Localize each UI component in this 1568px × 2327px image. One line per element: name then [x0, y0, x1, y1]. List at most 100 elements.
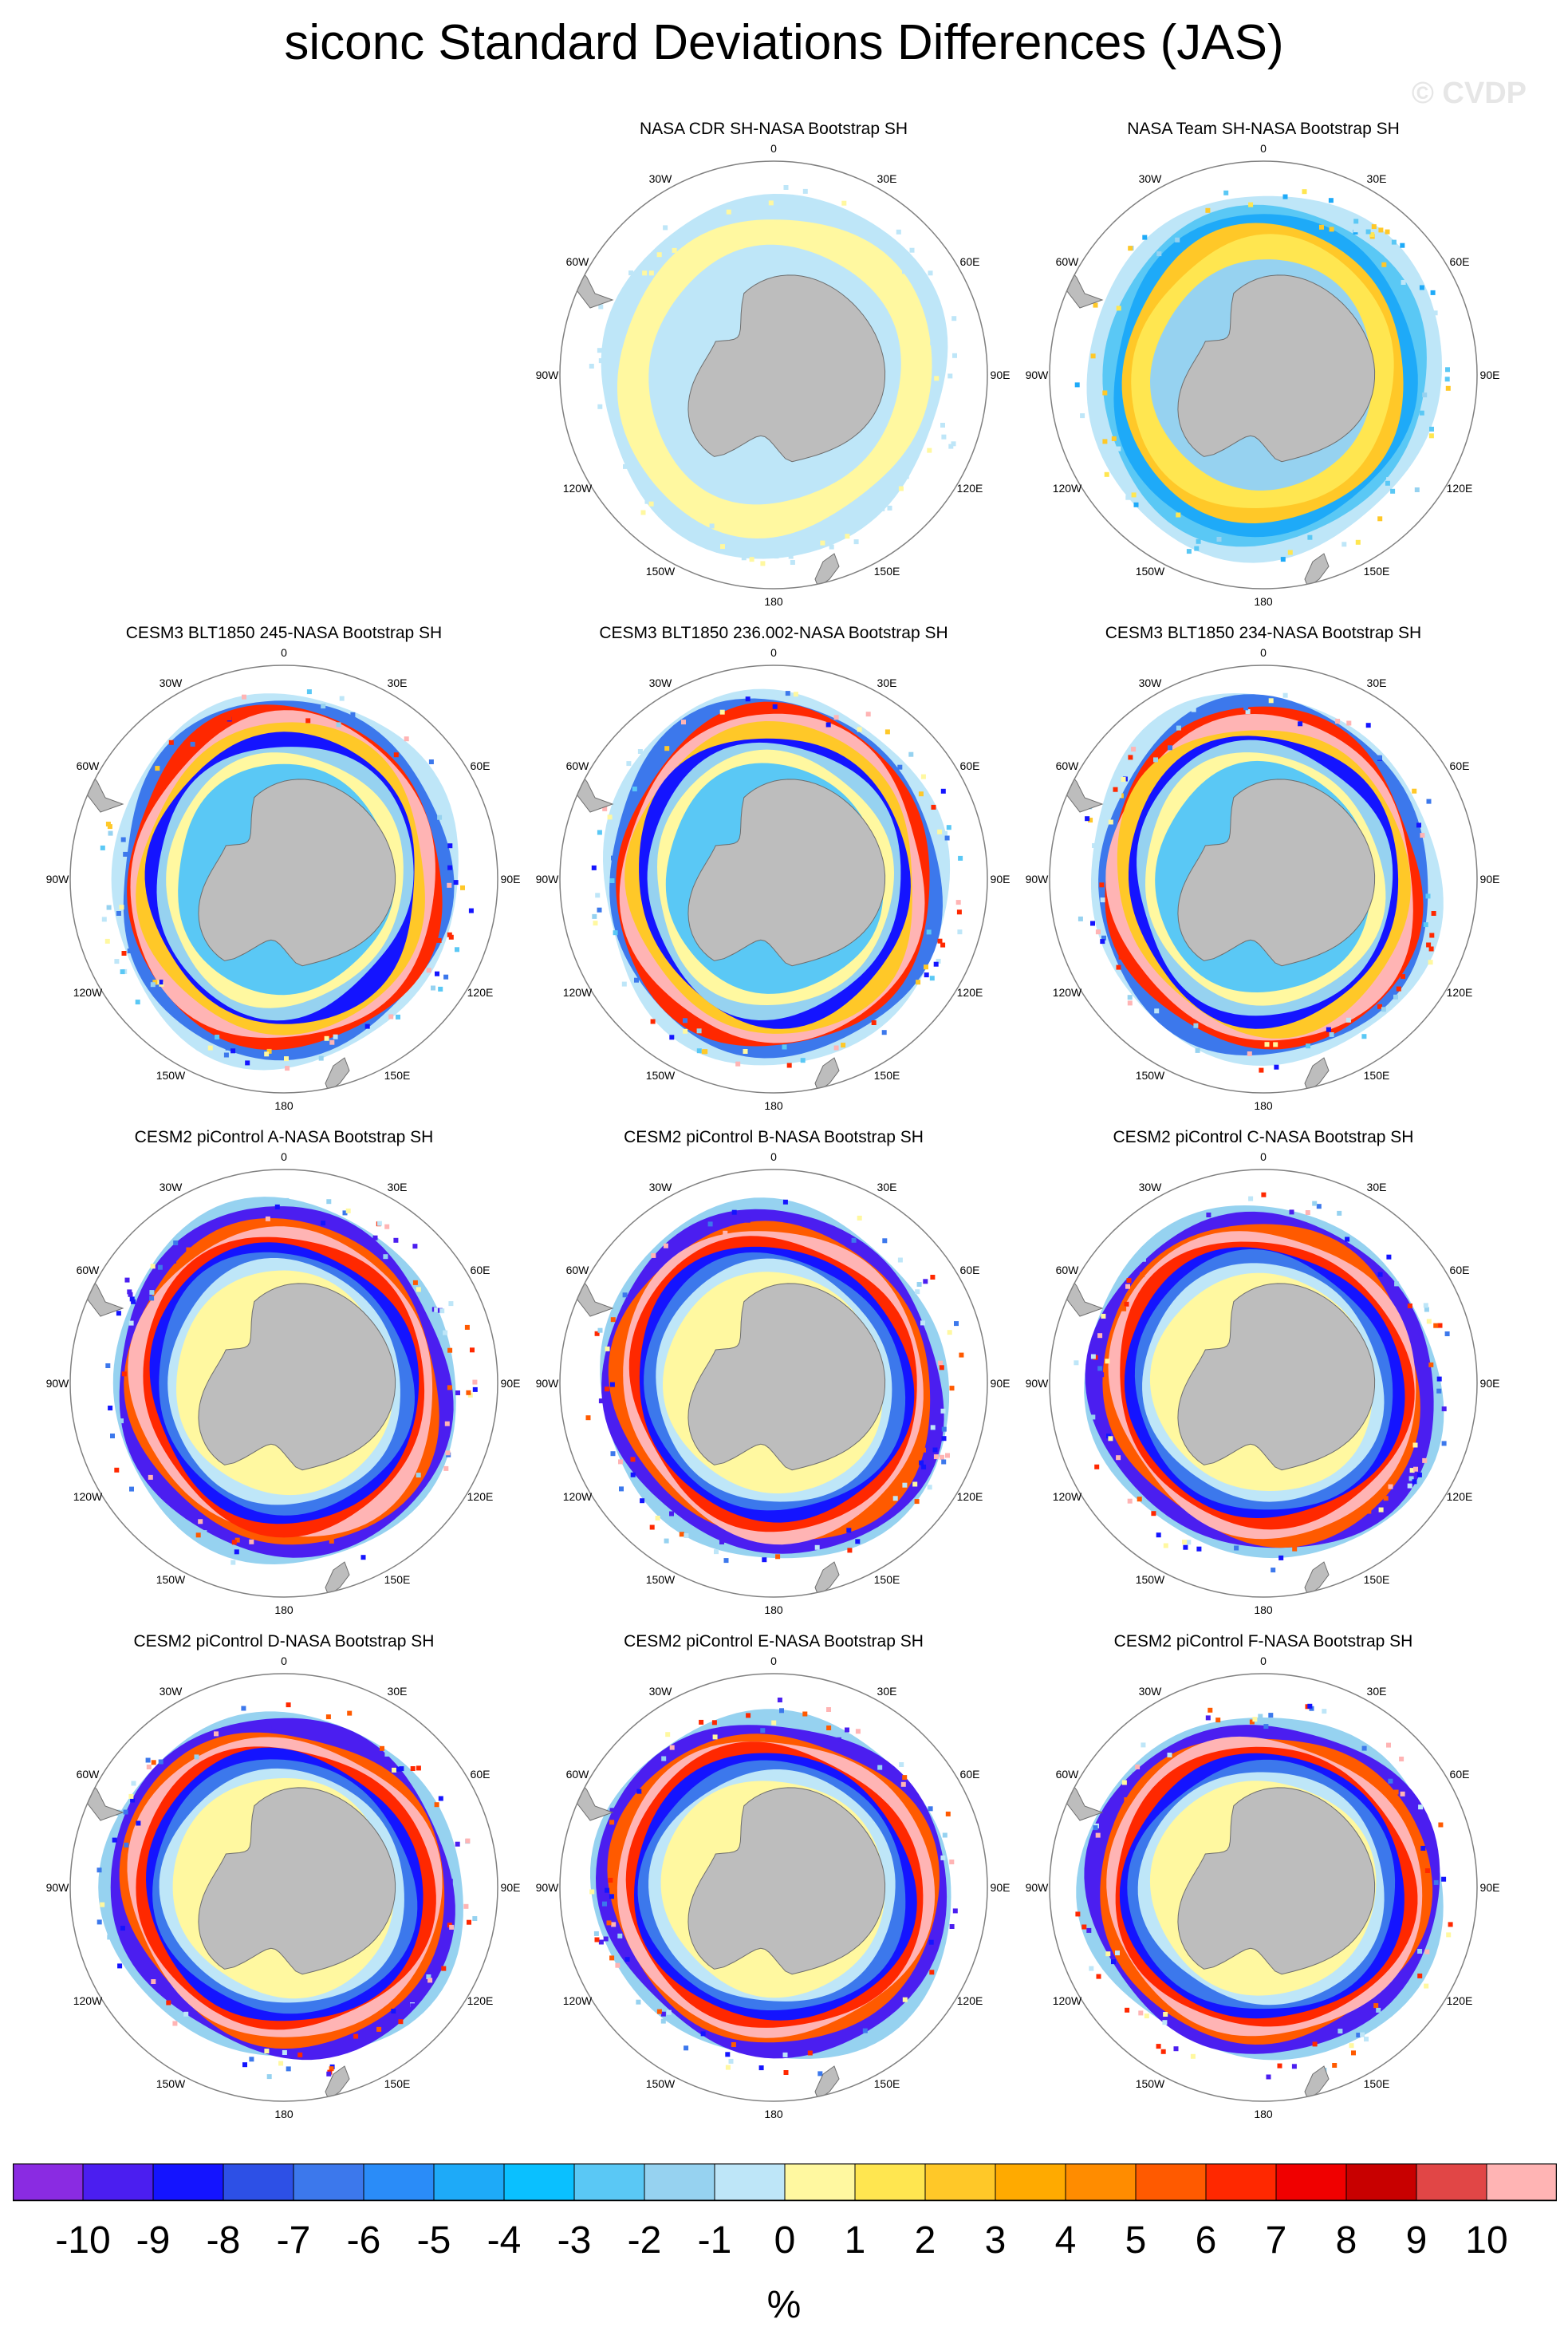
grid-cell	[603, 1936, 609, 1942]
panel-title: CESM2 piControl B-NASA Bootstrap SH	[624, 1128, 924, 1146]
grid-cell	[336, 722, 341, 728]
grid-cell	[902, 1997, 908, 2002]
colorbar-tick-label: -2	[628, 2219, 662, 2262]
grid-cell	[597, 1327, 603, 1333]
new-zealand-landmass	[1304, 553, 1330, 588]
polar-map: 0 30E 60E 90E 120E 150E 180 150W 120W 90W 60W 30W	[46, 1656, 521, 2120]
longitude-label: 90E	[501, 1881, 521, 1894]
grid-cell	[877, 1765, 883, 1770]
tasmania-landmass	[1438, 1051, 1452, 1070]
grid-cell	[1417, 1973, 1423, 1978]
grid-cell	[274, 1204, 280, 1209]
grid-cell	[942, 1832, 947, 1838]
grid-cell	[932, 325, 937, 330]
grid-cell	[230, 1048, 236, 1054]
grid-cell	[123, 1809, 128, 1815]
grid-cell	[151, 1979, 156, 1984]
grid-cell	[145, 1757, 151, 1763]
grid-cell	[610, 1451, 616, 1457]
grid-cell	[1115, 1950, 1120, 1956]
grid-cell	[1364, 2037, 1369, 2042]
grid-cell	[1378, 227, 1384, 233]
grid-cell	[666, 2010, 672, 2015]
grid-cell	[790, 560, 795, 565]
longitude-label: 0	[281, 648, 287, 659]
panel-title: CESM2 piControl D-NASA Bootstrap SH	[133, 1632, 435, 1651]
grid-cell	[434, 1802, 439, 1808]
grid-cell	[649, 1524, 655, 1530]
grid-cell	[896, 229, 901, 235]
grid-cell	[1090, 353, 1096, 359]
grid-cell	[845, 534, 850, 539]
grid-cell	[933, 961, 939, 967]
longitude-label: 180	[1254, 1603, 1273, 1616]
grid-cell	[412, 1280, 418, 1285]
map-panel: CESM2 piControl A-NASA Bootstrap SH 0 30E 6…	[29, 1128, 539, 1623]
grid-cell	[585, 1415, 591, 1421]
grid-cell	[186, 1256, 191, 1261]
grid-cell	[1142, 235, 1148, 240]
map-boundary	[559, 1673, 988, 2102]
grid-cell	[116, 1311, 121, 1316]
grid-cell	[1126, 1278, 1132, 1284]
grid-cell	[1360, 2032, 1365, 2037]
grid-cell	[100, 1902, 105, 1907]
grid-cell	[1429, 426, 1434, 432]
longitude-label: 120E	[957, 986, 983, 999]
grid-cell	[941, 1436, 947, 1442]
grid-cell	[665, 1732, 671, 1737]
grid-cell	[106, 905, 112, 910]
grid-cell	[157, 1264, 163, 1270]
longitude-label: 60W	[1056, 1768, 1080, 1781]
grid-cell	[264, 1051, 270, 1057]
polar-map: 0 30E 60E 90E 120E 150E 180 150W 120W 90W 60W 30W	[1026, 144, 1500, 608]
grid-cell	[128, 1292, 133, 1297]
grid-cell	[937, 938, 943, 944]
grid-cell	[198, 1519, 203, 1524]
grid-cell	[278, 2061, 284, 2066]
grid-cell	[1422, 1457, 1428, 1463]
grid-cell	[1163, 2012, 1168, 2017]
antarctica-landmass	[1177, 1787, 1376, 1975]
grid-cell	[1393, 1789, 1399, 1795]
grid-cell	[1168, 745, 1172, 751]
grid-cell	[624, 1957, 630, 1962]
grid-cell	[1385, 229, 1390, 235]
grid-cell	[1099, 1372, 1105, 1378]
grid-cell	[249, 2057, 254, 2062]
grid-cell	[760, 561, 766, 566]
grid-cell	[339, 696, 345, 701]
grid-cell	[202, 1530, 207, 1536]
grid-cell	[595, 893, 601, 898]
grid-cell	[912, 1972, 917, 1978]
grid-cell	[1128, 246, 1133, 251]
grid-cell	[353, 2033, 359, 2039]
longitude-label: 30E	[1367, 172, 1387, 185]
grid-cell	[902, 1482, 908, 1488]
grid-cell	[926, 929, 932, 935]
grid-cell	[1127, 995, 1133, 1000]
grid-cell	[447, 843, 453, 849]
antarctica-landmass	[1177, 779, 1376, 967]
grid-cell	[1328, 198, 1334, 203]
grid-cell	[1372, 256, 1377, 262]
grid-cell	[650, 1019, 656, 1024]
longitude-label: 30W	[1139, 676, 1163, 689]
grid-cell	[946, 825, 951, 830]
grid-cell	[1430, 290, 1436, 295]
grid-cell	[1106, 1434, 1111, 1439]
longitude-label: 120W	[1053, 482, 1082, 495]
grid-cell	[618, 1459, 623, 1465]
grid-cell	[782, 1044, 787, 1050]
grid-cell	[849, 516, 854, 522]
longitude-label: 60E	[960, 1768, 980, 1781]
grid-cell	[1424, 1307, 1429, 1312]
grid-cell	[712, 1734, 718, 1740]
grid-cell	[941, 1426, 947, 1432]
grid-cell	[951, 316, 957, 321]
grid-cell	[660, 2018, 666, 2024]
longitude-label: 60E	[1450, 255, 1470, 268]
grid-cell	[1386, 1254, 1392, 1260]
longitude-label: 180	[1254, 595, 1273, 608]
grid-cell	[321, 704, 326, 709]
